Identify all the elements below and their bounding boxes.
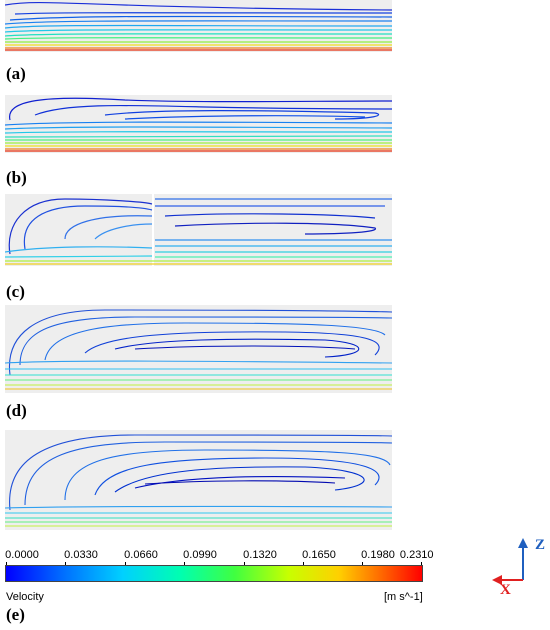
colorbar-tickmark: [303, 562, 304, 566]
streamline-panel-a: [5, 0, 392, 52]
colorbar-tickmark: [125, 562, 126, 566]
panel-label-a: (a): [6, 64, 26, 83]
panel-label-c: (c): [6, 282, 25, 301]
colorbar-tick-label: 0.0990: [183, 549, 217, 561]
streamline-panel-c: [5, 194, 392, 266]
streamline-plot-a: [5, 1, 392, 51]
colorbar-tick-label: 0.1980: [361, 549, 395, 561]
colorbar-tickmark: [6, 562, 7, 566]
panel-label-b: (b): [6, 168, 27, 187]
colorbar-tick-label: 0.1320: [243, 549, 277, 561]
x-axis-label: X: [500, 582, 511, 598]
colorbar-tickmark: [65, 562, 66, 566]
colorbar-tickmark: [421, 562, 422, 566]
axis-triad: Z X: [488, 536, 548, 600]
streamline-panel-d: [5, 305, 392, 393]
colorbar-tick-label: 0.0330: [64, 549, 98, 561]
colorbar-tickmark: [244, 562, 245, 566]
panel-label-d: (d): [6, 401, 27, 420]
streamline-plot-e: [5, 434, 392, 527]
colorbar-unit: [m s^-1]: [384, 591, 423, 603]
z-axis-label: Z: [535, 537, 546, 553]
streamline-plot-c: [5, 194, 392, 266]
colorbar-tick-label: 0.1650: [302, 549, 336, 561]
colorbar-tick-label: 0.2310: [399, 549, 434, 561]
colorbar-tickmark: [184, 562, 185, 566]
streamline-panel-e: [5, 430, 392, 530]
colorbar-tick-label: 0.0660: [124, 549, 158, 561]
colorbar-tickmark: [362, 562, 363, 566]
colorbar-gradient: [5, 565, 423, 582]
streamline-panel-b: [5, 95, 392, 153]
axis-arrows: [492, 538, 528, 585]
colorbar-title: Velocity: [6, 591, 44, 603]
panel-label-e: (e): [6, 605, 25, 624]
colorbar-tick-label: 0.0000: [5, 549, 39, 561]
streamline-plot-d: [5, 309, 392, 390]
streamline-plot-b: [5, 97, 392, 152]
